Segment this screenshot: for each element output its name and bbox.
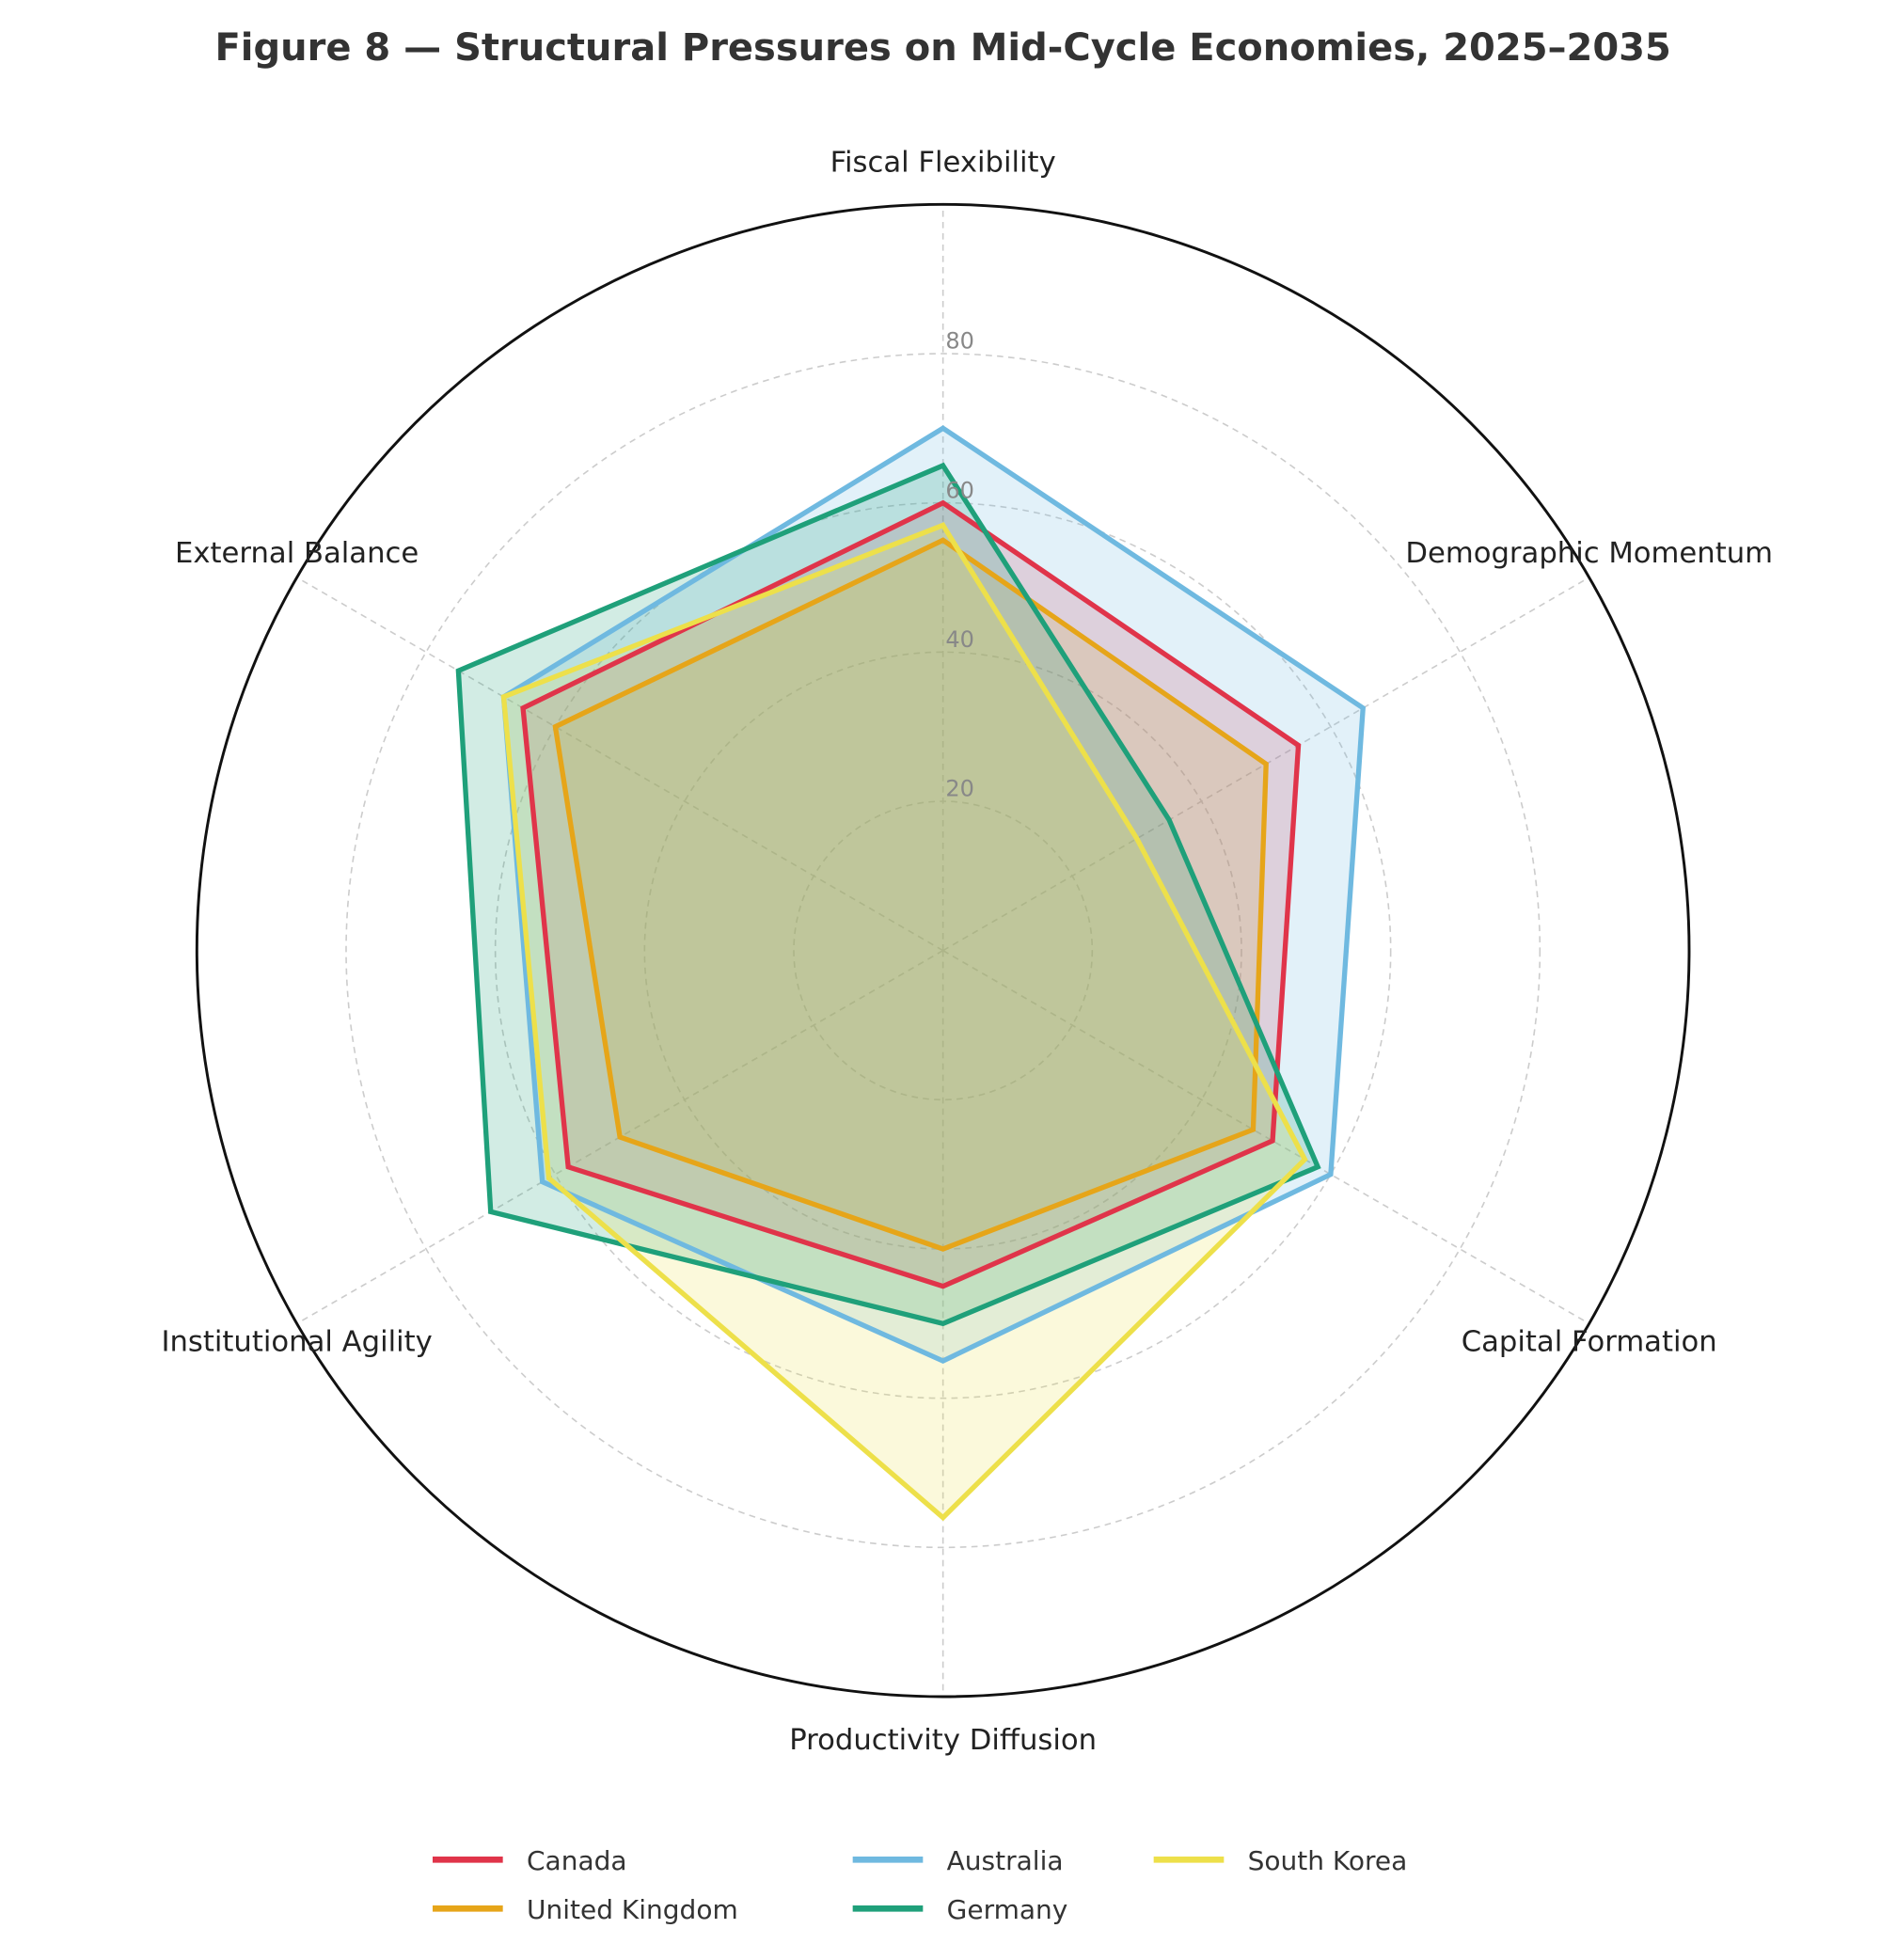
legend-label: Germany [947,1894,1068,1925]
legend: Canada United Kingdom Australia Germany Sout… [433,1845,1407,1925]
axis-labels: Fiscal Flexibility Demographic Momentum Ca… [161,147,1773,1757]
r-tick-label: 60 [945,477,974,503]
series-fill-south-korea [503,525,1305,1518]
chart-title: Figure 8 — Structural Pressures on Mid-C… [214,26,1670,70]
series-fills [458,428,1364,1518]
series-line-south-korea [500,522,1308,1522]
outer-frame [195,202,1691,1699]
r-tick-label: 80 [945,328,974,355]
legend-label: South Korea [1248,1845,1408,1876]
series-lines [455,425,1367,1522]
axis-label: Fiscal Flexibility [830,147,1056,180]
axis-label: External Balance [175,537,419,570]
axis-label: Productivity Diffusion [789,1724,1097,1757]
series-fill-germany [458,466,1319,1324]
r-tick-label: 40 [945,626,974,653]
grid-ring [494,501,1392,1399]
series-fill-canada [523,502,1299,1287]
series-fill-united-kingdom [555,540,1267,1249]
series-line-canada [520,499,1302,1289]
axis-label: Demographic Momentum [1405,537,1773,570]
grid-spoke [942,949,1590,1325]
grid-spoke [296,577,944,952]
series-line-united-kingdom [552,537,1269,1252]
legend-label: Australia [947,1845,1064,1876]
series-line-germany [455,462,1321,1327]
r-tick-label: 20 [945,776,974,802]
grid-ring [345,353,1541,1549]
series-fill-australia [503,428,1364,1361]
legend-label: Canada [527,1845,627,1876]
radial-ticks: 20 40 60 80 [945,328,974,802]
legend-label: United Kingdom [527,1894,738,1925]
axis-label: Capital Formation [1462,1326,1717,1359]
axis-label: Institutional Agility [161,1326,432,1359]
